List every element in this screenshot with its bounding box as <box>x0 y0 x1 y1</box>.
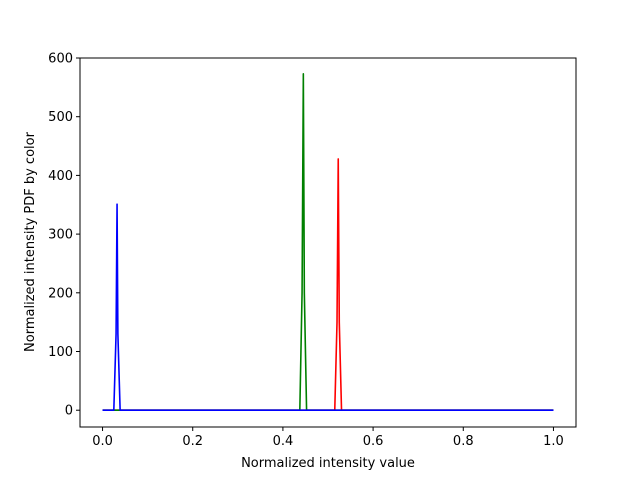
y-tick-label: 200 <box>48 286 73 301</box>
x-tick-label: 0.4 <box>273 434 294 449</box>
axes-frame <box>79 57 577 428</box>
y-tick-label: 100 <box>48 345 73 360</box>
y-tick-label: 500 <box>48 110 73 125</box>
x-tick-label: 0.0 <box>92 434 113 449</box>
series-line-2 <box>102 203 554 412</box>
y-axis-label: Normalized intensity PDF by color <box>23 131 38 352</box>
x-tick-label: 0.8 <box>453 434 474 449</box>
y-axis-ticks: 0 100 200 300 400 500 600 <box>48 52 80 419</box>
x-axis-label: Normalized intensity value <box>241 456 415 471</box>
x-axis-ticks: 0.0 0.2 0.4 0.6 0.8 1.0 <box>92 427 564 449</box>
y-tick-label: 400 <box>48 169 73 184</box>
y-tick-label: 300 <box>48 228 73 243</box>
x-tick-label: 1.0 <box>543 434 564 449</box>
y-tick-label: 600 <box>48 52 73 67</box>
x-tick-label: 0.2 <box>182 434 203 449</box>
series-layer <box>102 73 554 412</box>
y-tick-label: 0 <box>65 404 73 419</box>
x-tick-label: 0.6 <box>363 434 384 449</box>
